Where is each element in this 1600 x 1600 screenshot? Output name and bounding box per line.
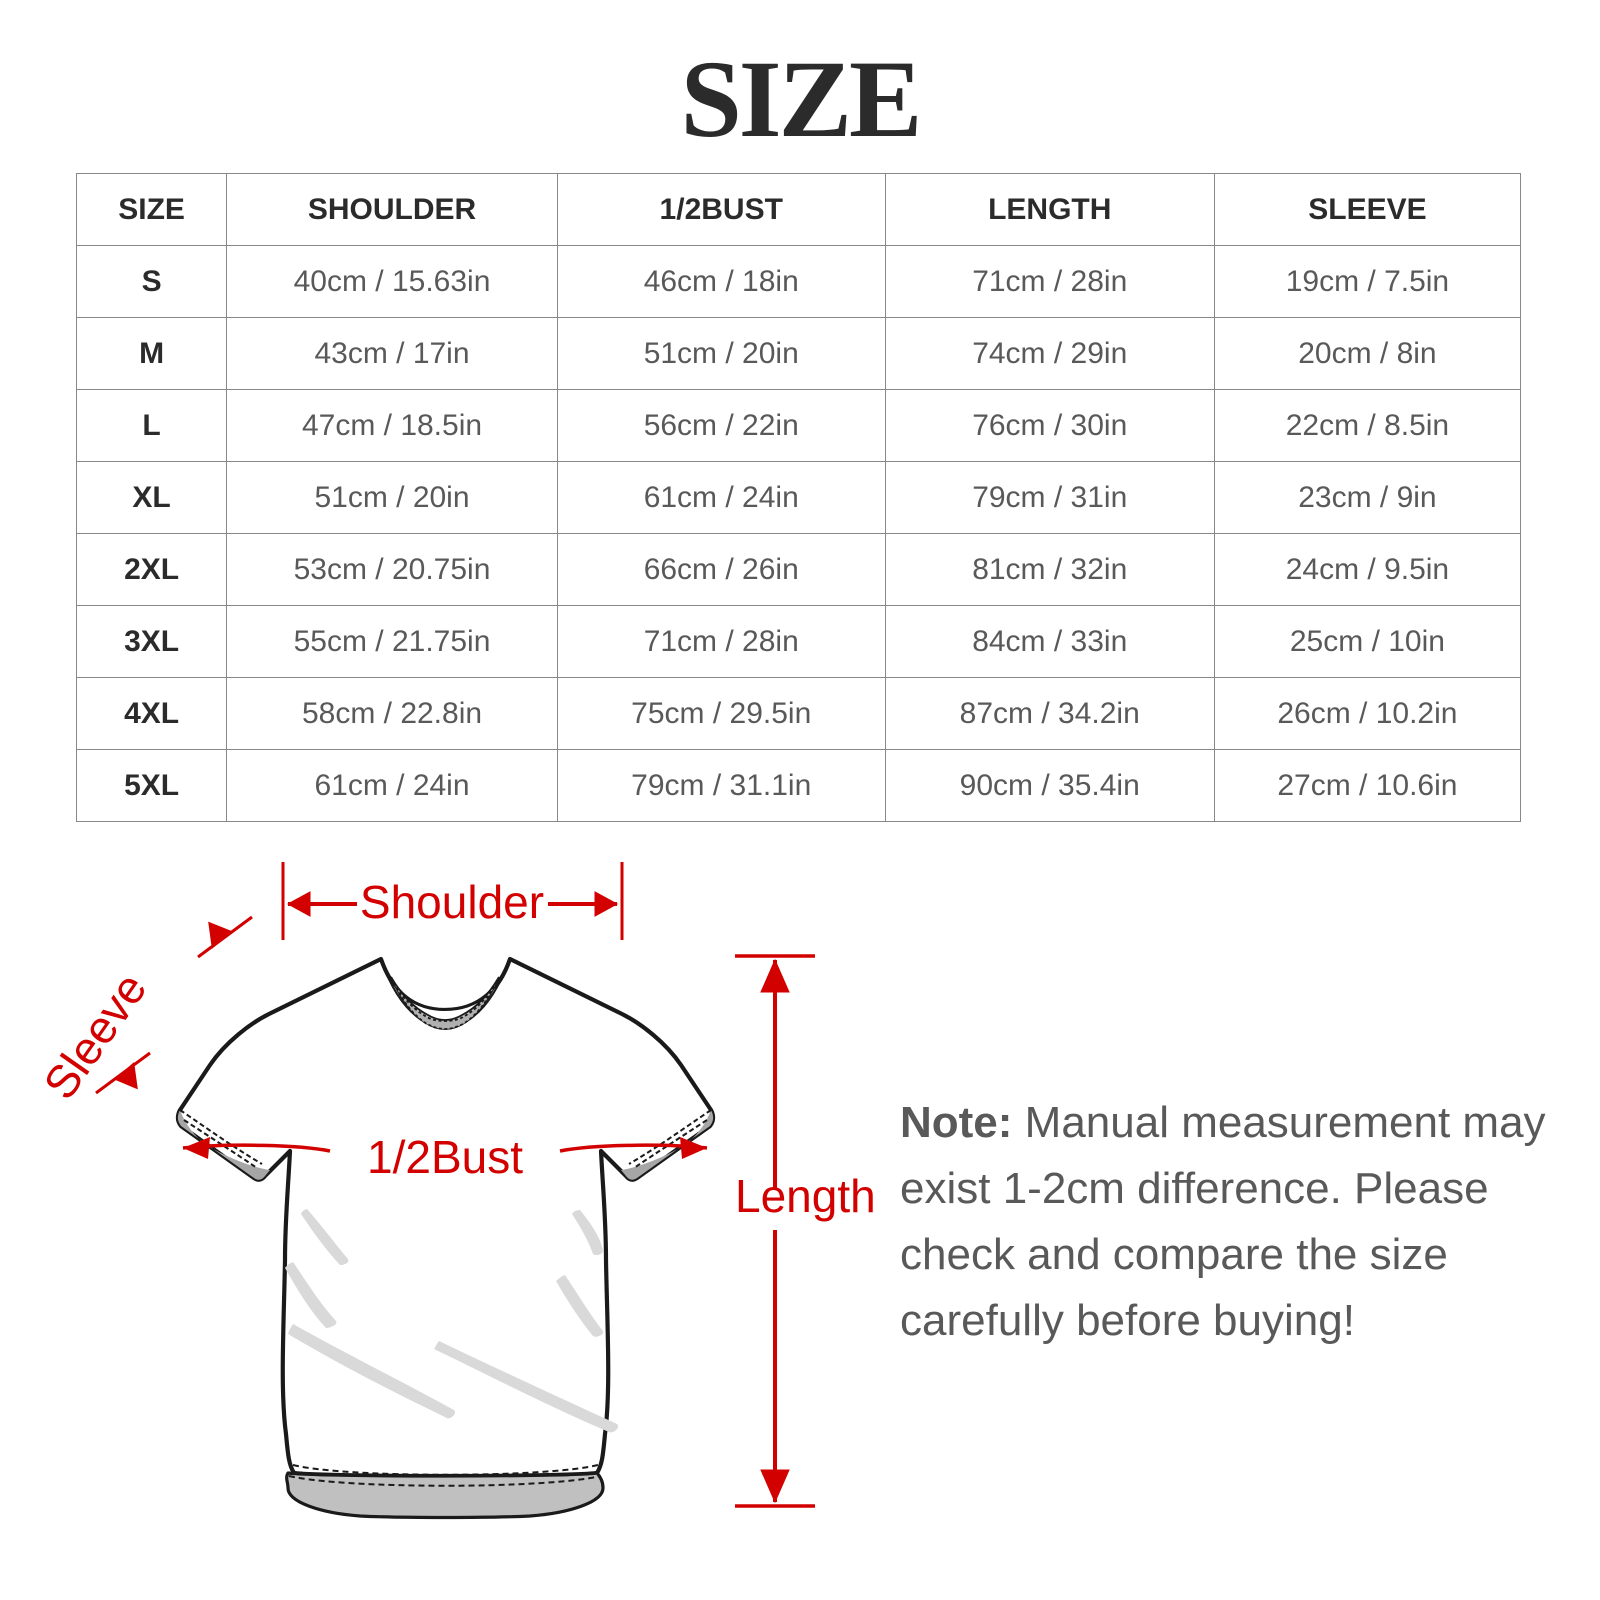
svg-text:1/2Bust: 1/2Bust bbox=[367, 1131, 523, 1183]
svg-text:Sleeve: Sleeve bbox=[33, 963, 156, 1108]
svg-text:Shoulder: Shoulder bbox=[360, 876, 544, 928]
svg-text:Length: Length bbox=[735, 1170, 876, 1222]
